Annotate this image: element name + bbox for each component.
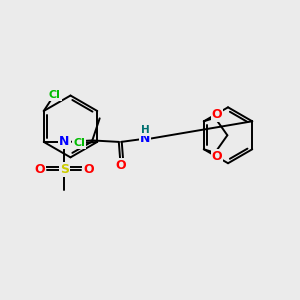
Text: O: O <box>115 159 126 172</box>
Text: Cl: Cl <box>73 138 85 148</box>
Text: N: N <box>59 135 70 148</box>
Text: O: O <box>212 150 222 163</box>
Text: O: O <box>83 164 94 176</box>
Text: H: H <box>141 125 150 135</box>
Text: S: S <box>60 164 69 176</box>
Text: N: N <box>140 133 151 146</box>
Text: O: O <box>34 164 45 176</box>
Text: Cl: Cl <box>49 90 61 100</box>
Text: O: O <box>212 108 222 121</box>
